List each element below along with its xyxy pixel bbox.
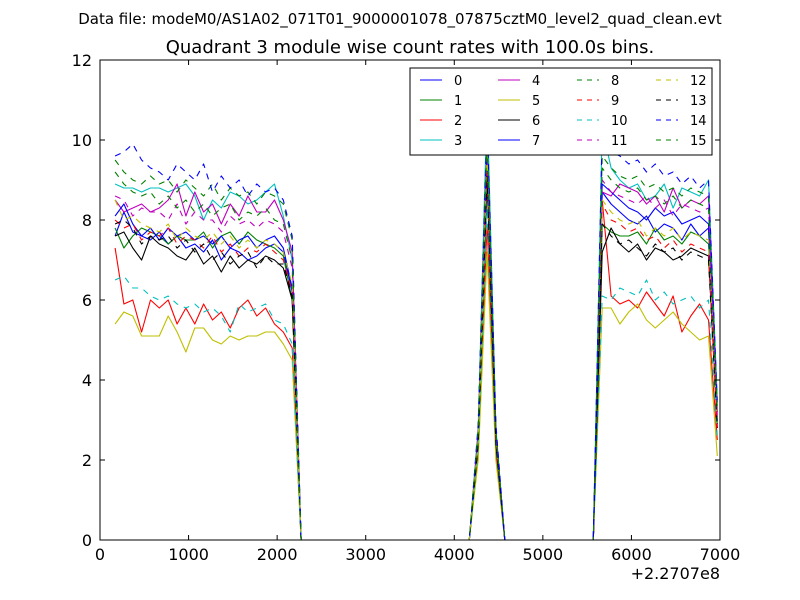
y-tick-label: 0 xyxy=(82,531,92,550)
y-tick-label: 2 xyxy=(82,451,92,470)
legend-label-12: 12 xyxy=(690,74,707,89)
legend-label-10: 10 xyxy=(611,114,628,129)
series-line-13 xyxy=(114,175,718,541)
legend-label-0: 0 xyxy=(454,74,462,89)
x-tick-label: 7000 xyxy=(700,545,741,564)
y-tick-label: 10 xyxy=(72,131,92,150)
x-tick-label: 4000 xyxy=(434,545,475,564)
legend-label-14: 14 xyxy=(690,114,707,129)
legend-label-3: 3 xyxy=(454,134,462,149)
legend-label-7: 7 xyxy=(532,134,540,149)
series-line-8 xyxy=(114,127,718,541)
series-line-14 xyxy=(114,115,718,541)
chart-title: Quadrant 3 module wise count rates with … xyxy=(166,37,655,58)
x-tick-label: 1000 xyxy=(168,545,209,564)
y-tick-label: 12 xyxy=(72,51,92,70)
y-tick-label: 6 xyxy=(82,291,92,310)
legend-label-1: 1 xyxy=(454,94,462,109)
x-tick-label: 3000 xyxy=(345,545,386,564)
figure-suptitle: Data file: modeM0/AS1A02_071T01_90000010… xyxy=(78,10,722,29)
x-tick-label: 6000 xyxy=(611,545,652,564)
y-tick-label: 8 xyxy=(82,211,92,230)
legend-label-5: 5 xyxy=(532,94,540,109)
legend-label-15: 15 xyxy=(690,134,707,149)
y-tick-label: 4 xyxy=(82,371,92,390)
legend-label-8: 8 xyxy=(611,74,619,89)
x-tick-label: 5000 xyxy=(522,545,563,564)
legend-label-4: 4 xyxy=(532,74,540,89)
legend-label-11: 11 xyxy=(611,134,628,149)
series-line-10 xyxy=(114,207,718,541)
legend-box xyxy=(409,67,713,156)
legend-label-13: 13 xyxy=(690,94,707,109)
x-tick-label: 2000 xyxy=(257,545,298,564)
legend-label-2: 2 xyxy=(454,114,462,129)
x-offset-label: +2.2707e8 xyxy=(631,564,720,583)
x-tick-label: 0 xyxy=(95,545,105,564)
legend-label-6: 6 xyxy=(532,114,540,129)
plot-frame xyxy=(99,59,721,541)
legend-label-9: 9 xyxy=(611,94,619,109)
